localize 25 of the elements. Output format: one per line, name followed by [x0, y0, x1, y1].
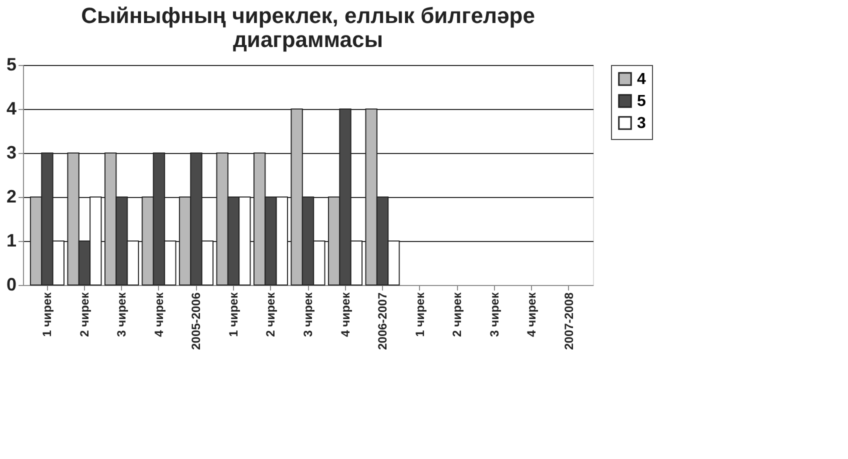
x-tick-label: 1 чирек [40, 292, 54, 337]
x-tick-label: 4 чирек [524, 292, 539, 337]
y-tick-label: 0 [6, 274, 16, 294]
legend-label: 5 [637, 93, 646, 110]
x-tick-label: 3 чирек [487, 292, 502, 337]
y-tick-label: 1 [6, 230, 16, 250]
legend-label: 4 [637, 71, 646, 88]
x-tick-label: 2006-2007 [376, 292, 390, 350]
x-tick-label: 2005-2006 [189, 292, 204, 350]
x-tick-label: 3 чирек [114, 292, 129, 337]
chart-title: Сыйныфның чиреклек, еллык билгеләре диаграммасы [81, 3, 535, 52]
x-tick-label: 1 чирек [226, 292, 240, 337]
x-tick-label: 4 чирек [152, 292, 166, 337]
legend-label: 3 [637, 115, 646, 132]
x-tick-label: 2007-2008 [562, 292, 576, 350]
y-tick-label: 4 [6, 98, 16, 118]
x-tick-label: 2 чирек [264, 292, 278, 337]
x-tick-label: 3 чирек [301, 292, 315, 337]
x-tick-label: 4 чирек [338, 292, 352, 337]
x-tick-label: 2 чирек [450, 292, 464, 337]
x-tick-label: 2 чирек [77, 292, 92, 337]
y-tick-label: 5 [6, 54, 16, 74]
x-tick-label: 1 чирек [412, 292, 427, 337]
y-tick-label: 2 [6, 186, 16, 206]
y-tick-label: 3 [6, 142, 16, 162]
